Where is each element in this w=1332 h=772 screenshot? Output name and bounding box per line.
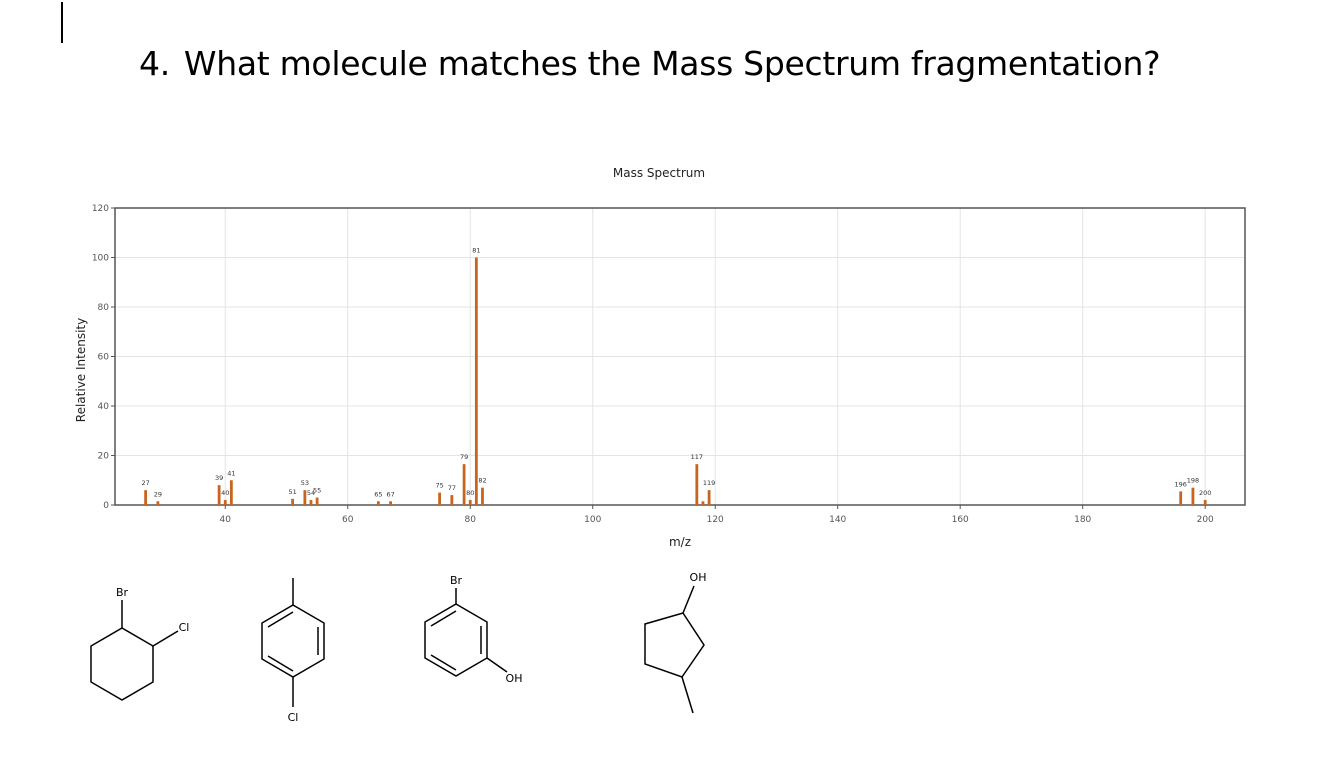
molecule-4-methylcyclopentanol[interactable]: OH [644,571,707,714]
y-axis-ticks: 0 20 40 60 80 100 120 [92,204,115,511]
molecule-1-bromo-chlorocyclohexane[interactable]: Br Cl [90,586,190,701]
y-tick-label: 80 [98,303,110,313]
x-tick-label: 140 [829,515,846,525]
x-axis-ticks: 40 60 80 100 120 140 160 180 200 [220,505,1214,525]
peak-label: 40 [221,489,229,497]
peak-label: 75 [435,482,443,490]
peak-label: 39 [215,474,223,482]
peak-label: 41 [227,469,235,477]
x-axis-label: m/z [669,535,691,549]
x-tick-label: 80 [465,515,477,525]
peak-bar [462,464,466,505]
y-tick-label: 100 [92,254,109,264]
peak-bar [450,495,454,505]
peak-label: 200 [1199,489,1211,497]
benzene-ring [261,604,325,678]
x-tick-label: 200 [1197,515,1214,525]
peak-label: 79 [460,453,468,461]
peak-bars [144,257,1207,505]
x-tick-label: 160 [952,515,969,525]
peak-label: 53 [301,479,309,487]
peak-bar [229,480,233,505]
peak-label: 80 [466,489,474,497]
c-oh-bond [682,585,695,614]
peak-label: 55 [313,487,321,495]
x-tick-label: 60 [342,515,354,525]
x-tick-label: 100 [584,515,601,525]
x-tick-label: 120 [707,515,724,525]
chart-title: Mass Spectrum [613,166,705,180]
cyclopentane-ring [644,612,705,678]
peak-bar [468,500,472,505]
peak-label: 67 [386,490,394,498]
molecule-1-label-br: Br [116,586,129,599]
peak-bar [376,501,380,505]
molecule-1-label-cl: Cl [179,621,190,634]
molecule-4-label-oh: OH [690,571,707,584]
peak-bar [217,485,221,505]
molecule-2-chlorotoluene[interactable]: Cl [261,578,325,724]
peak-bar [707,490,711,505]
double-bond [267,611,294,628]
chart-grid [115,208,1245,505]
y-tick-label: 40 [98,402,110,412]
molecule-3-label-oh: OH [506,672,523,685]
y-tick-label: 20 [98,452,110,462]
question-number: 4. [139,44,170,83]
peak-bar [309,500,313,505]
peak-label: 117 [691,453,703,461]
text-cursor [61,2,63,43]
peak-label: 198 [1187,477,1199,485]
cyclohexane-ring [90,627,154,701]
peak-label: 54 [307,489,315,497]
peak-label: 119 [703,479,715,487]
double-bond [267,655,294,672]
peak-bar [474,257,478,505]
peak-bar [1191,487,1195,505]
peak-bar [438,492,442,505]
peak-bar [481,487,484,505]
question-heading: 4. What molecule matches the Mass Spectru… [139,44,1161,83]
peak-bar [701,501,705,505]
peak-label: 82 [478,477,486,485]
peak-bar [1179,491,1183,505]
c-oh-bond [486,657,508,673]
peak-label: 29 [154,490,162,498]
c-cl-bond [152,630,179,647]
y-tick-label: 120 [92,204,109,214]
molecule-3-label-br: Br [450,574,463,587]
x-tick-label: 40 [220,515,232,525]
peak-bar [695,464,699,505]
y-tick-label: 0 [103,501,109,511]
peak-label: 77 [448,484,456,492]
peak-bar [303,490,307,505]
molecule-2-label-cl: Cl [288,711,299,724]
mass-spectrum-chart: 0 20 40 60 80 100 120 40 60 80 100 120 140 160 180 200… [74,166,1246,549]
peak-label: 81 [472,247,480,255]
y-axis-label: Relative Intensity [74,318,88,422]
y-tick-label: 60 [98,353,110,363]
peak-label: 51 [288,488,296,496]
peak-label: 196 [1174,480,1186,488]
double-bond [430,654,457,671]
peak-label: 27 [141,479,149,487]
peak-bar [156,501,160,505]
peak-bar [291,498,295,505]
peak-bar [223,500,227,505]
benzene-ring [424,603,488,677]
molecule-3-bromophenol[interactable]: Br OH [424,574,523,685]
double-bond [430,610,457,627]
x-tick-label: 180 [1074,515,1091,525]
peak-bar [144,490,148,505]
peak-bar [1203,500,1207,505]
peak-label: 65 [374,490,382,498]
peak-bar [315,497,319,505]
methyl-bond [681,676,694,714]
question-text: What molecule matches the Mass Spectrum … [183,44,1161,83]
peak-bar [389,501,393,505]
